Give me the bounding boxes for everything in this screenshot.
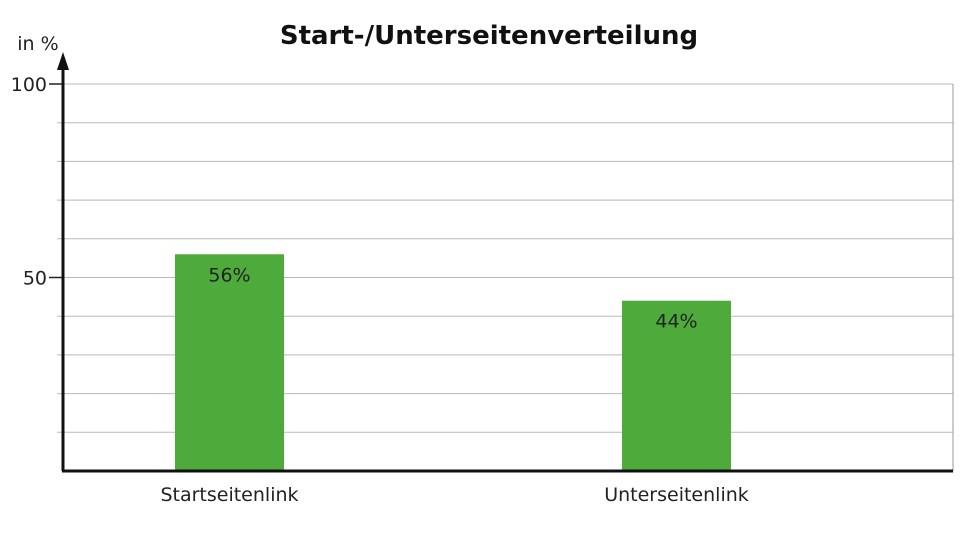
y-tick-label: 100 [11,74,47,96]
bar [175,254,284,471]
y-tick-label: 50 [23,268,47,290]
x-tick-label: Unterseitenlink [604,484,749,506]
y-axis-arrowhead [57,52,69,70]
x-tick-label: Startseitenlink [160,484,298,506]
bar-data-label: 44% [655,311,697,333]
bars [175,254,731,471]
axes [49,52,953,473]
y-axis-unit-label: in % [17,33,58,55]
bar [622,300,731,471]
bar-data-label: 56% [208,264,250,286]
chart-title: Start-/Unterseitenverteilung [280,21,698,51]
labels: 56% Startseitenlink 44% Unterseitenlink 50 10… [11,74,749,506]
